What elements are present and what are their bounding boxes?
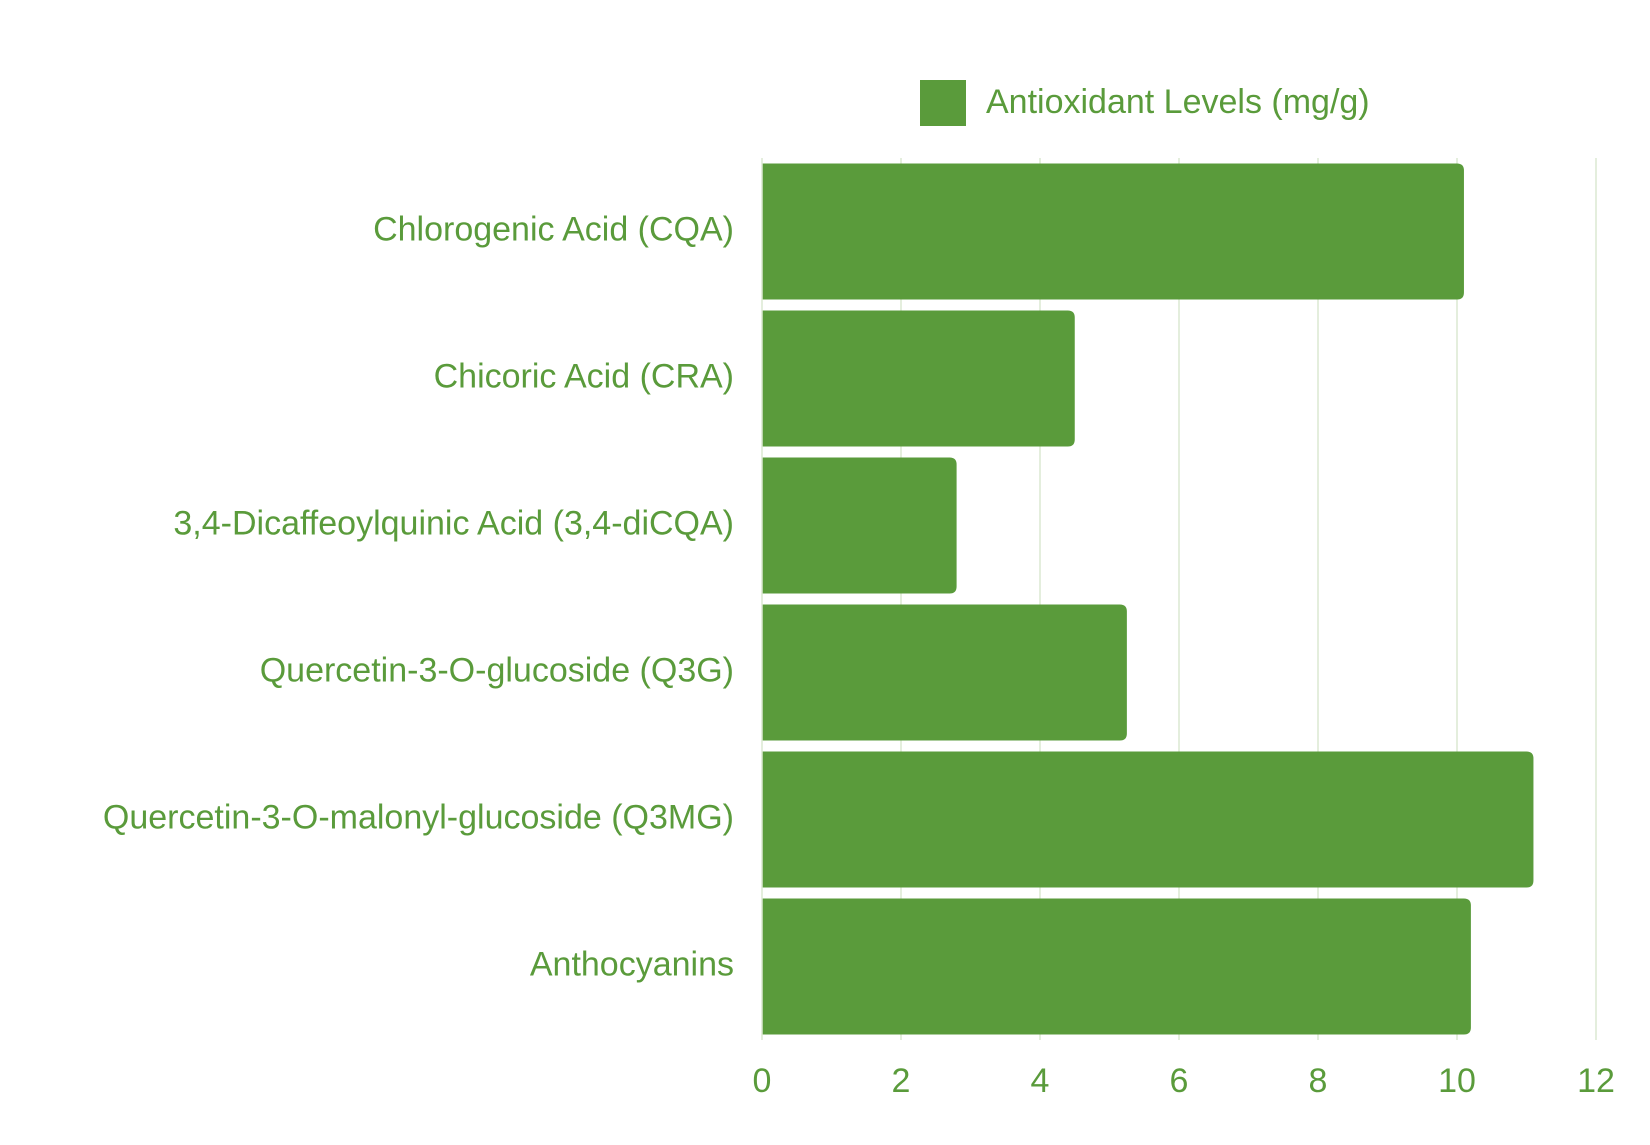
legend-swatch: [920, 80, 966, 126]
legend-label: Antioxidant Levels (mg/g): [986, 83, 1370, 121]
x-tick-label: 12: [1577, 1062, 1615, 1100]
grid-lines: [900, 158, 1597, 1040]
bar-1: [762, 163, 1464, 300]
x-tick-label: 4: [1031, 1062, 1050, 1100]
category-labels: Chlorogenic Acid (CQA) Chicoric Acid (CRA…: [103, 210, 734, 983]
x-tick-label: 2: [892, 1062, 911, 1100]
legend: Antioxidant Levels (mg/g): [920, 80, 1370, 126]
bar-5: [762, 751, 1534, 888]
x-tick-label: 6: [1170, 1062, 1189, 1100]
category-label: Quercetin-3-O-glucoside (Q3G): [260, 651, 734, 689]
bar-3: [762, 457, 957, 594]
bar-6: [762, 898, 1471, 1035]
category-label: Chicoric Acid (CRA): [434, 357, 734, 395]
category-label: Chlorogenic Acid (CQA): [373, 210, 734, 248]
x-tick-labels: 0 2 4 6 8 10 12: [753, 1062, 1615, 1100]
bar-2: [762, 310, 1075, 447]
x-tick-label: 0: [753, 1062, 772, 1100]
category-label: 3,4-Dicaffeoylquinic Acid (3,4-diCQA): [173, 504, 734, 542]
bars: [762, 163, 1534, 1035]
category-label: Anthocyanins: [530, 945, 734, 983]
bar-4: [762, 604, 1127, 741]
x-tick-label: 10: [1438, 1062, 1476, 1100]
category-label: Quercetin-3-O-malonyl-glucoside (Q3MG): [103, 798, 734, 836]
x-tick-label: 8: [1309, 1062, 1328, 1100]
